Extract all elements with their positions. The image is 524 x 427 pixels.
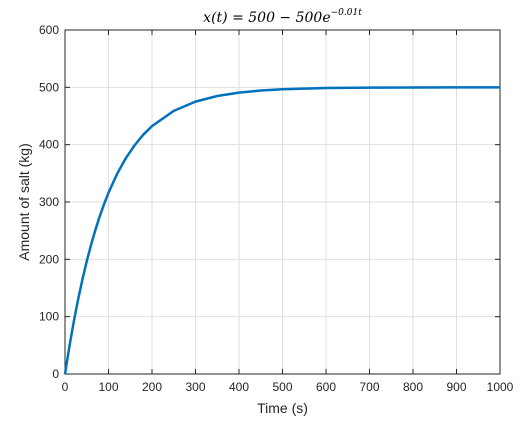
series-line [63, 86, 501, 375]
x-tick-label: 100 [98, 380, 118, 394]
y-tick-label: 500 [39, 80, 59, 94]
axis-ticks [64, 29, 501, 375]
y-tick-labels: 0 100 200 300 400 500 600 [39, 23, 59, 381]
x-tick-label: 600 [316, 380, 336, 394]
chart-title: x(t) = 500 − 500e−0.01t [203, 8, 362, 26]
y-tick-label: 300 [39, 195, 59, 209]
x-tick-label: 500 [272, 380, 292, 394]
y-tick-label: 400 [39, 138, 59, 152]
x-tick-labels: 0 100 200 300 400 500 600 700 800 900 1000 [62, 380, 514, 394]
x-axis-label: Time (s) [257, 400, 308, 416]
x-tick-label: 200 [142, 380, 162, 394]
y-tick-label: 100 [39, 310, 59, 324]
x-tick-label: 400 [229, 380, 249, 394]
series-group [63, 86, 501, 375]
x-tick-label: 1000 [487, 380, 514, 394]
y-axis-label: Amount of salt (kg) [16, 143, 32, 261]
grid-lines [64, 29, 501, 375]
x-tick-label: 700 [359, 380, 379, 394]
y-tick-label: 0 [52, 367, 59, 381]
chart-title-main: x(t) = 500 − 500e [203, 10, 330, 26]
x-tick-label: 300 [185, 380, 205, 394]
x-tick-label: 900 [446, 380, 466, 394]
x-tick-label: 0 [62, 380, 69, 394]
y-tick-label: 200 [39, 252, 59, 266]
x-tick-label: 800 [403, 380, 423, 394]
y-tick-label: 600 [39, 23, 59, 37]
chart-title-exponent: −0.01t [331, 8, 363, 18]
